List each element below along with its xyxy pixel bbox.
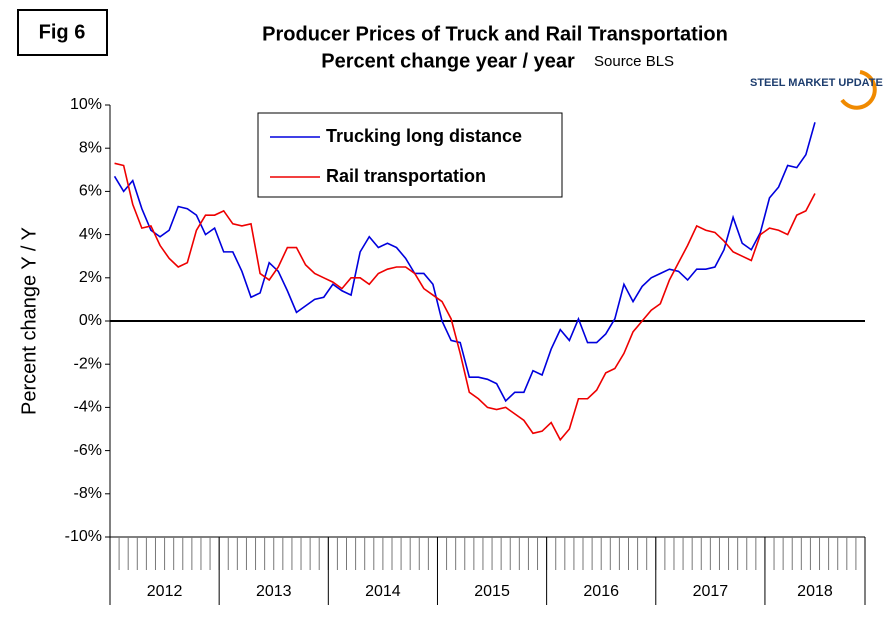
x-group-label: 2018 [797, 583, 833, 600]
y-tick-label: -10% [65, 528, 102, 545]
legend-label: Rail transportation [326, 166, 486, 186]
source: Source BLS [594, 53, 674, 70]
logo-text: STEEL MARKET UPDATE [750, 77, 883, 89]
y-tick-label: 6% [79, 183, 102, 200]
y-axis-label: Percent change Y / Y [18, 227, 40, 415]
logo-swoosh [840, 70, 877, 110]
y-tick-label: -8% [74, 485, 102, 502]
x-group-label: 2013 [256, 583, 292, 600]
y-tick-label: -2% [74, 355, 102, 372]
plot-area: -10% -8% -6% -4% -2% 0% 2% 4% 6% 8% 10% 2012 2013 201… [65, 96, 866, 605]
x-group-label: 2012 [147, 583, 183, 600]
fig-box [17, 9, 108, 56]
legend: Trucking long distance Rail transportatio… [270, 126, 522, 186]
chart-title: Producer Prices of Truck and Rail Transp… [262, 23, 728, 45]
y-tick-label: 2% [79, 269, 102, 286]
fig-label: Fig 6 [39, 21, 86, 43]
legend-box [257, 112, 563, 198]
series-line [113, 122, 816, 403]
x-group-label: 2015 [474, 583, 510, 600]
y-tick-label: -6% [74, 442, 102, 459]
chart-subtitle: Percent change year / year [321, 50, 575, 72]
x-group-label: 2017 [693, 583, 729, 600]
y-tick-label: -4% [74, 399, 102, 416]
y-tick-label: 8% [79, 139, 102, 156]
series-line [114, 162, 816, 442]
legend-label: Trucking long distance [326, 126, 522, 146]
y-tick-label: 10% [70, 96, 102, 113]
y-tick-label: 4% [79, 226, 102, 243]
x-group-label: 2016 [583, 583, 619, 600]
y-tick-label: 0% [79, 312, 102, 329]
x-group-label: 2014 [365, 583, 401, 600]
